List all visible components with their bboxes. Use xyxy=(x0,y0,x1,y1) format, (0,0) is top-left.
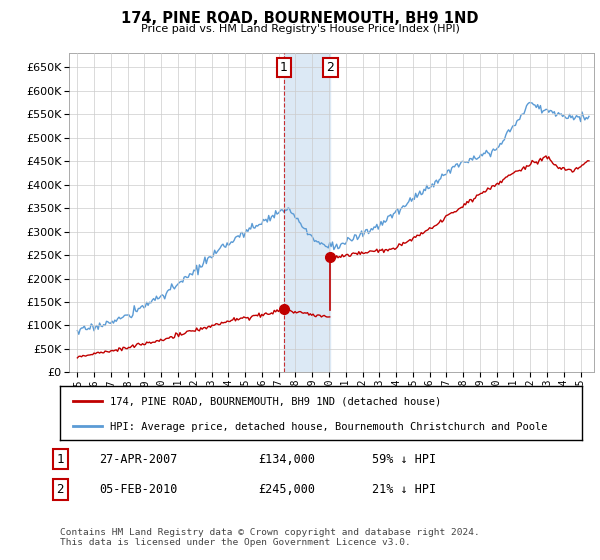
Text: £134,000: £134,000 xyxy=(258,452,315,465)
Text: 59% ↓ HPI: 59% ↓ HPI xyxy=(372,452,436,465)
Text: Price paid vs. HM Land Registry's House Price Index (HPI): Price paid vs. HM Land Registry's House … xyxy=(140,24,460,34)
Text: 174, PINE ROAD, BOURNEMOUTH, BH9 1ND: 174, PINE ROAD, BOURNEMOUTH, BH9 1ND xyxy=(121,11,479,26)
Text: 27-APR-2007: 27-APR-2007 xyxy=(99,452,178,465)
Text: 1: 1 xyxy=(56,452,64,465)
Text: 2: 2 xyxy=(56,483,64,496)
Text: Contains HM Land Registry data © Crown copyright and database right 2024.
This d: Contains HM Land Registry data © Crown c… xyxy=(60,528,480,547)
Text: 1: 1 xyxy=(280,61,288,74)
Bar xyxy=(284,53,331,372)
Text: HPI: Average price, detached house, Bournemouth Christchurch and Poole: HPI: Average price, detached house, Bour… xyxy=(110,422,547,432)
Text: £245,000: £245,000 xyxy=(258,483,315,496)
Text: 174, PINE ROAD, BOURNEMOUTH, BH9 1ND (detached house): 174, PINE ROAD, BOURNEMOUTH, BH9 1ND (de… xyxy=(110,396,441,407)
Text: 2: 2 xyxy=(326,61,334,74)
Text: 21% ↓ HPI: 21% ↓ HPI xyxy=(372,483,436,496)
Text: 05-FEB-2010: 05-FEB-2010 xyxy=(99,483,178,496)
